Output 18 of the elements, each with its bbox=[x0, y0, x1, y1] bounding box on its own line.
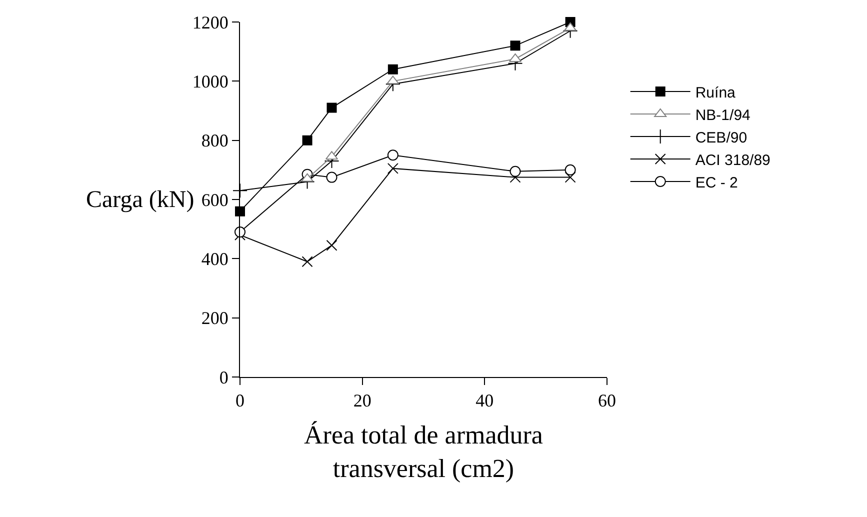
legend-label: ACI 318/89 bbox=[695, 152, 770, 169]
x-tick-label: 20 bbox=[353, 390, 372, 411]
legend-label: NB-1/94 bbox=[695, 106, 750, 124]
x-tick-label: 0 bbox=[236, 390, 244, 411]
y-tick-label: 1200 bbox=[192, 12, 228, 32]
legend-label: Ruína bbox=[695, 84, 736, 102]
legend-label: CEB/90 bbox=[695, 129, 748, 146]
x-tick-label: 40 bbox=[476, 390, 494, 411]
y-tick-label: 400 bbox=[201, 248, 228, 269]
y-tick-label: 1000 bbox=[192, 71, 228, 92]
y-axis-title: Carga (kN) bbox=[86, 187, 194, 213]
y-tick-label: 200 bbox=[201, 308, 228, 328]
x-axis-title: Área total de armadura transversal (cm2) bbox=[304, 420, 544, 484]
y-tick-label: 800 bbox=[201, 130, 228, 151]
x-tick-label: 60 bbox=[598, 390, 616, 411]
y-tick-label: 600 bbox=[201, 190, 228, 210]
legend-label: EC - 2 bbox=[695, 174, 738, 192]
y-tick-label: 0 bbox=[219, 367, 228, 388]
